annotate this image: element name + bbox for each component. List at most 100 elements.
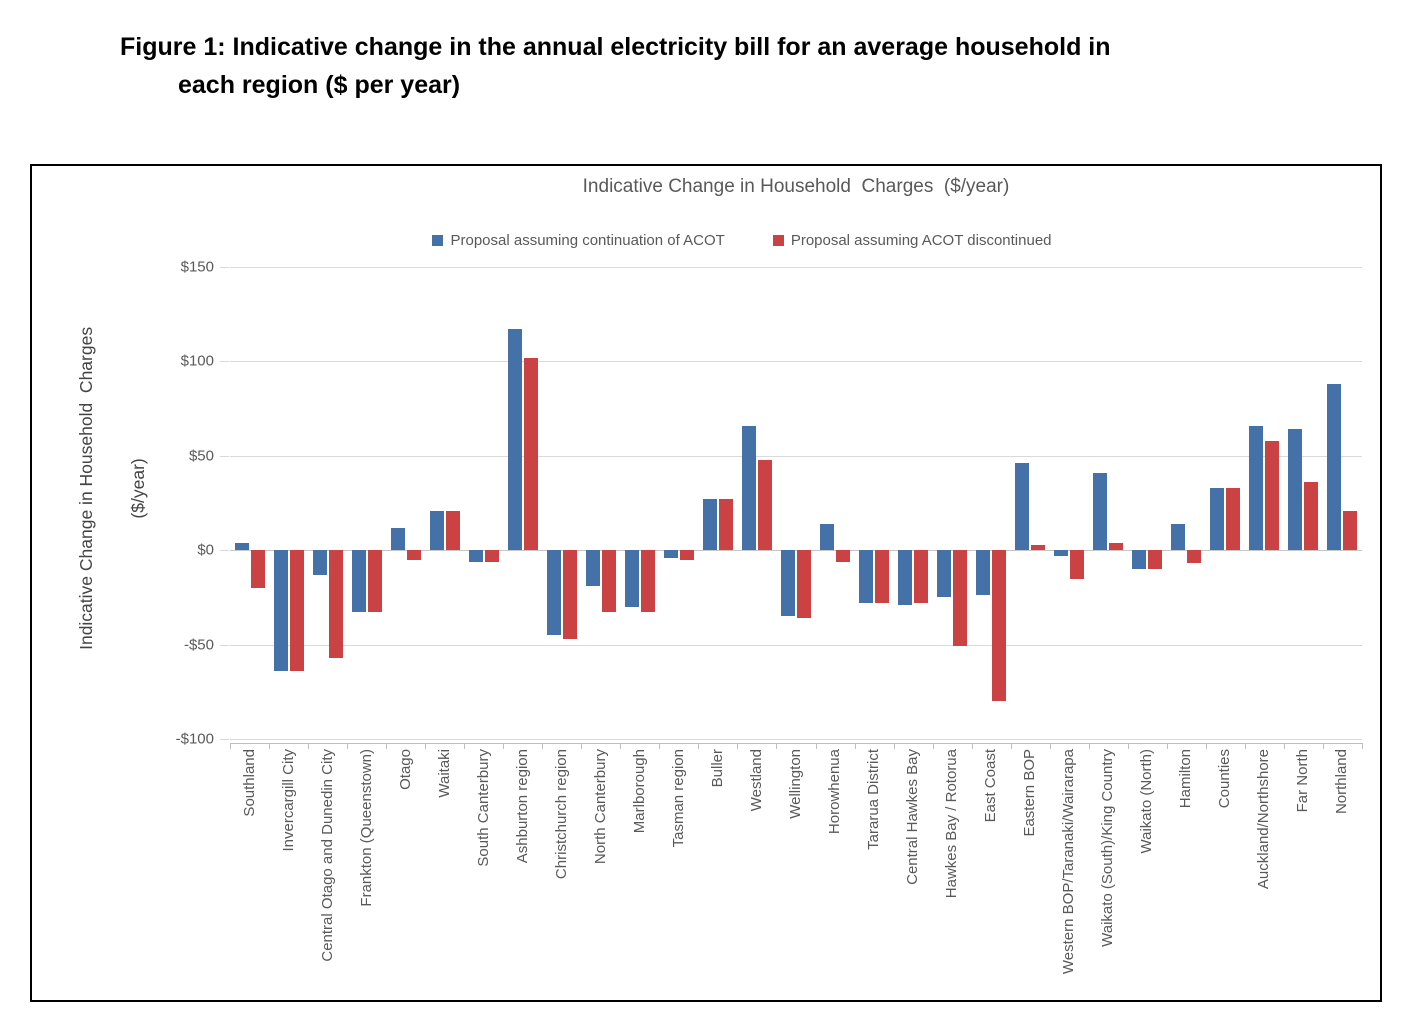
x-axis-tickmark [1322, 743, 1324, 749]
x-category-label: Otago [396, 749, 414, 790]
bar-group [737, 267, 776, 739]
bar-group [1089, 267, 1128, 739]
bar-acot-discontinued [250, 550, 265, 588]
bar-group [1206, 267, 1245, 739]
x-category-label: Tararua District [865, 749, 883, 850]
legend-label-continuation: Proposal assuming continuation of ACOT [450, 232, 725, 249]
chart-frame: Indicative Change in Household Charges (… [30, 164, 1382, 1002]
x-category-label: Westland [747, 749, 765, 812]
x-category-label: Frankton (Queenstown) [357, 749, 375, 907]
bar-acot-discontinued [562, 550, 577, 639]
x-category-label: South Canterbury [474, 749, 492, 867]
x-category-label: Horowhenua [826, 749, 844, 835]
x-category-label: Buller [708, 749, 726, 788]
x-category-label: Marlborough [630, 749, 648, 834]
x-category-label: North Canterbury [591, 749, 609, 865]
bar-acot-continued [1288, 429, 1303, 551]
x-axis-tickmark [1362, 743, 1363, 749]
bar-acot-continued [273, 550, 288, 672]
bar-acot-continued [1210, 487, 1225, 551]
bar-group [1050, 267, 1089, 739]
y-tick-label: -$100 [175, 730, 214, 748]
bar-acot-discontinued [1304, 482, 1319, 551]
bar-acot-discontinued [523, 357, 538, 551]
x-axis-tickmark [620, 743, 622, 749]
bar-acot-continued [429, 510, 444, 551]
bar-acot-continued [507, 329, 522, 551]
x-category-label: Hamilton [1177, 749, 1195, 809]
bar-group [308, 267, 347, 739]
bar-acot-discontinued [796, 550, 811, 619]
x-category-label: Christchurch region [552, 749, 570, 880]
bar-acot-continued [312, 550, 327, 575]
bar-acot-continued [898, 550, 913, 605]
y-axis-tickmark [220, 455, 229, 457]
y-axis-tickmark [220, 550, 229, 552]
x-axis-tickmark [737, 743, 739, 749]
y-tick-label: $50 [188, 447, 214, 465]
x-category-label: East Coast [982, 749, 1000, 823]
x-category-label: Hawkes Bay / Rotorua [943, 749, 961, 899]
y-axis-tickmark [220, 361, 229, 363]
y-tick-label: $100 [180, 352, 214, 370]
bar-acot-discontinued [875, 550, 890, 604]
bar-acot-continued [585, 550, 600, 587]
y-axis-title-line-1: Indicative Change in Household Charges [76, 326, 96, 650]
bar-acot-continued [546, 550, 561, 636]
bar-group [816, 267, 855, 739]
bar-group [542, 267, 581, 739]
bar-acot-discontinued [914, 550, 929, 604]
x-axis-tickmark [1283, 743, 1285, 749]
bar-group [386, 267, 425, 739]
y-axis-tickmark [220, 267, 229, 268]
x-axis-tickmark [1244, 743, 1246, 749]
bar-group [503, 267, 542, 739]
figure-title-line-1: Figure 1: Indicative change in the annua… [120, 33, 1111, 61]
y-axis-tickmark [220, 739, 229, 740]
bar-acot-continued [937, 550, 952, 598]
figure-title: Figure 1: Indicative change in the annua… [120, 28, 1320, 104]
x-axis-tickmark [1205, 743, 1207, 749]
bar-acot-continued [351, 550, 366, 613]
x-category-label: Western BOP/Taranaki/Wairarapa [1060, 749, 1078, 975]
bar-group [972, 267, 1011, 739]
x-category-label: Central Hawkes Bay [904, 749, 922, 885]
legend-swatch-blue-icon [432, 235, 444, 246]
x-axis-tickmark [425, 743, 427, 749]
x-category-label: Northland [1333, 749, 1351, 815]
bar-acot-discontinued [640, 550, 655, 613]
bar-acot-continued [976, 550, 991, 596]
bar-group [269, 267, 308, 739]
x-axis-tickmark [1127, 743, 1129, 749]
bar-acot-discontinued [1070, 550, 1085, 579]
bar-acot-discontinued [718, 499, 733, 551]
bar-group [894, 267, 933, 739]
legend: Proposal assuming continuation of ACOT P… [152, 232, 1332, 249]
bar-acot-discontinued [836, 550, 851, 562]
x-category-label: Far North [1294, 749, 1312, 813]
legend-item-continuation: Proposal assuming continuation of ACOT [432, 232, 725, 249]
bar-group [1128, 267, 1167, 739]
x-axis-tickmark [464, 743, 466, 749]
x-axis-tickmark [698, 743, 700, 749]
x-axis-tickmark [1166, 743, 1168, 749]
bar-acot-continued [234, 542, 249, 551]
bar-group [1245, 267, 1284, 739]
figure-title-line-2: each region ($ per year) [178, 71, 461, 99]
bar-acot-discontinued [1265, 440, 1280, 551]
x-axis-tickmark [1010, 743, 1012, 749]
x-category-label: Waikato (South)/King Country [1099, 749, 1117, 947]
bar-acot-continued [1093, 472, 1108, 551]
bar-group [1011, 267, 1050, 739]
bar-acot-discontinued [992, 550, 1007, 702]
x-axis-line [230, 743, 1362, 744]
x-axis-tickmark [659, 743, 661, 749]
bar-acot-continued [1327, 384, 1342, 551]
bar-group [698, 267, 737, 739]
x-category-label: Waitaki [435, 749, 453, 798]
bar-group [425, 267, 464, 739]
y-axis-tickmark [220, 644, 229, 646]
bar-group [620, 267, 659, 739]
bar-acot-discontinued [1226, 487, 1241, 551]
